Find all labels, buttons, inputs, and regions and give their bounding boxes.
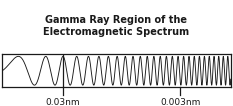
Text: Gamma Ray Region of the
Electromagnetic Spectrum: Gamma Ray Region of the Electromagnetic … [43, 15, 190, 37]
Text: 0.003nm: 0.003nm [160, 98, 201, 106]
Text: 0.03nm: 0.03nm [45, 98, 80, 106]
